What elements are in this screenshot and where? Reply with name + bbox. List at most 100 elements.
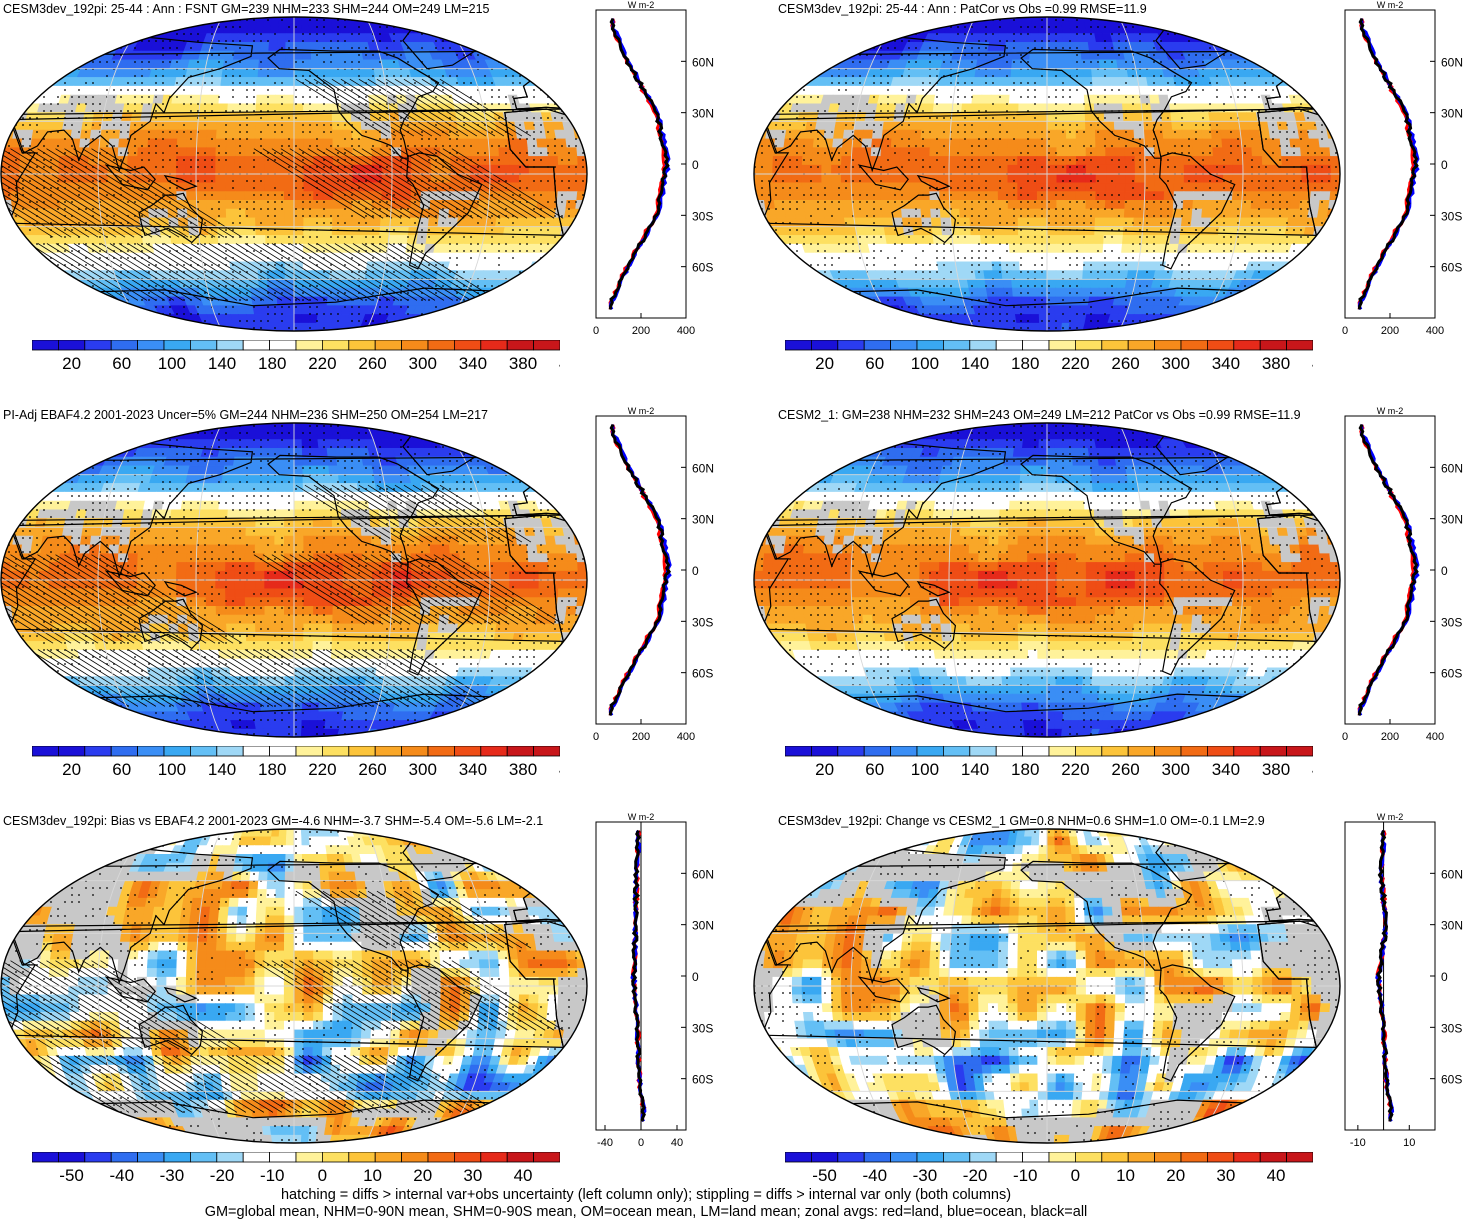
zonal-lat-label: 60S (1441, 261, 1462, 275)
zonal-frame (1344, 415, 1436, 725)
colorbar-label: 380 (509, 760, 537, 779)
zonal-line (1357, 423, 1419, 716)
panel-1: CESM3dev_192pi: 25-44 : Ann : FSNT GM=23… (0, 0, 733, 400)
colorbar-swatch (480, 746, 508, 757)
colorbar-swatch (995, 746, 1023, 757)
zonal-line (1357, 18, 1420, 311)
zonal-line (608, 18, 666, 310)
colorbar-swatch (942, 1152, 971, 1163)
zonal-units: W m-2 (628, 0, 655, 10)
colorbar-swatch (1206, 1152, 1235, 1163)
zonal-x-label: 200 (632, 731, 650, 743)
colorbar-label: 380 (509, 354, 537, 373)
colorbar-swatch (269, 340, 297, 351)
colorbar-swatch (137, 340, 165, 351)
colorbar-swatch (1233, 746, 1261, 757)
zonal-line (608, 423, 672, 716)
zonal-x-label: 200 (1381, 325, 1399, 337)
colorbar-label: 380 (1262, 760, 1290, 779)
colorbar-label: 220 (1061, 354, 1089, 373)
zonal-x-label: 200 (632, 325, 650, 337)
colorbar-label: -30 (160, 1166, 185, 1185)
colorbar-swatch (1286, 1152, 1313, 1163)
colorbar-label: -40 (109, 1166, 134, 1185)
colorbar-swatch (295, 1152, 323, 1163)
colorbar-label: 340 (1212, 760, 1240, 779)
zonal-lat-label: 30S (692, 209, 713, 223)
colorbar-swatch (890, 1152, 918, 1163)
panel-title: CESM2_1: GM=238 NHM=232 SHM=243 OM=249 L… (778, 408, 1301, 422)
colorbar-swatch (321, 1152, 350, 1163)
colorbar-label: 300 (409, 760, 437, 779)
colorbar-swatch (110, 1152, 138, 1163)
colorbar-swatch (1022, 340, 1050, 351)
colorbar-swatch (189, 1152, 218, 1163)
zonal-lat-label: 30N (1441, 513, 1463, 527)
colorbar-label: 300 (409, 354, 437, 373)
zonal-mean-plot: W m-2 60N 30N 0 30S 60S -10 10 (1344, 812, 1463, 1149)
colorbar-swatch (57, 1152, 86, 1163)
panel-title: PI-Adj EBAF4.2 2001-2023 Uncer=5% GM=244… (3, 408, 488, 422)
colorbar-swatch (57, 746, 86, 757)
zonal-lat-label: 60N (692, 55, 714, 69)
zonal-x-label: 0 (1342, 731, 1348, 743)
colorbar-label: 40 (514, 1166, 533, 1185)
colorbar-swatch (1127, 1152, 1156, 1163)
colorbar-swatch (837, 1152, 865, 1163)
map-outline (753, 16, 1341, 332)
colorbar-swatch (1259, 340, 1288, 351)
panel-title: CESM3dev_192pi: Bias vs EBAF4.2 2001-202… (3, 814, 543, 828)
colorbar-label: 140 (208, 354, 236, 373)
zonal-lat-label: 60S (692, 1073, 713, 1087)
colorbar-label: 260 (1111, 760, 1139, 779)
colorbar-label: 420 (559, 354, 560, 373)
zonal-x-label: 40 (671, 1137, 683, 1149)
colorbar-swatch (1286, 746, 1313, 757)
colorbar-swatch (163, 1152, 191, 1163)
colorbar-swatch (480, 1152, 508, 1163)
colorbar-swatch (401, 340, 429, 351)
colorbar-swatch (1022, 1152, 1050, 1163)
colorbar-swatch (189, 340, 218, 351)
panel-title: CESM3dev_192pi: 25-44 : Ann : PatCor vs … (778, 2, 1147, 16)
zonal-line (608, 17, 670, 310)
colorbar-swatch (295, 340, 323, 351)
colorbar-swatch (480, 340, 508, 351)
colorbar-swatch (810, 340, 839, 351)
colorbar-swatch (242, 746, 270, 757)
zonal-mean-plot: W m-2 60N 30N 0 30S 60S 0 200 400 (593, 406, 714, 743)
colorbar-label: 340 (459, 760, 487, 779)
zonal-line (1357, 424, 1415, 716)
colorbar-swatch (890, 746, 918, 757)
colorbar-label: 420 (559, 760, 560, 779)
colorbar-swatch (32, 1152, 59, 1163)
colorbar-swatch (348, 340, 376, 351)
colorbar-label: 60 (865, 760, 884, 779)
colorbar-swatch (84, 1152, 112, 1163)
colorbar-label: 260 (358, 760, 386, 779)
colorbar-swatch (533, 340, 560, 351)
colorbar-swatch (453, 746, 482, 757)
zonal-line (1376, 829, 1394, 1122)
colorbar-label: 420 (1312, 760, 1313, 779)
panel-title: CESM3dev_192pi: 25-44 : Ann : FSNT GM=23… (3, 2, 490, 16)
zonal-units: W m-2 (628, 406, 655, 416)
colorbar-swatch (427, 340, 455, 351)
colorbar-label: 300 (1162, 354, 1190, 373)
zonal-line (1357, 424, 1420, 717)
colorbar-label: -10 (1013, 1166, 1038, 1185)
colorbar-label: 20 (62, 760, 81, 779)
colorbar-swatch (916, 1152, 944, 1163)
colorbar-label: 60 (112, 354, 131, 373)
zonal-x-label: 200 (1381, 731, 1399, 743)
zonal-lat-label: 60N (1441, 461, 1463, 475)
colorbar-swatch (1022, 746, 1050, 757)
colorbar-label: 180 (258, 760, 286, 779)
zonal-lat-label: 0 (1441, 564, 1448, 578)
zonal-x-label: 0 (593, 325, 599, 337)
colorbar-label: 340 (459, 354, 487, 373)
zonal-units: W m-2 (1377, 0, 1404, 10)
zonal-x-label: 0 (593, 731, 599, 743)
zonal-lat-label: 60S (1441, 1073, 1462, 1087)
zonal-units: W m-2 (628, 812, 655, 822)
